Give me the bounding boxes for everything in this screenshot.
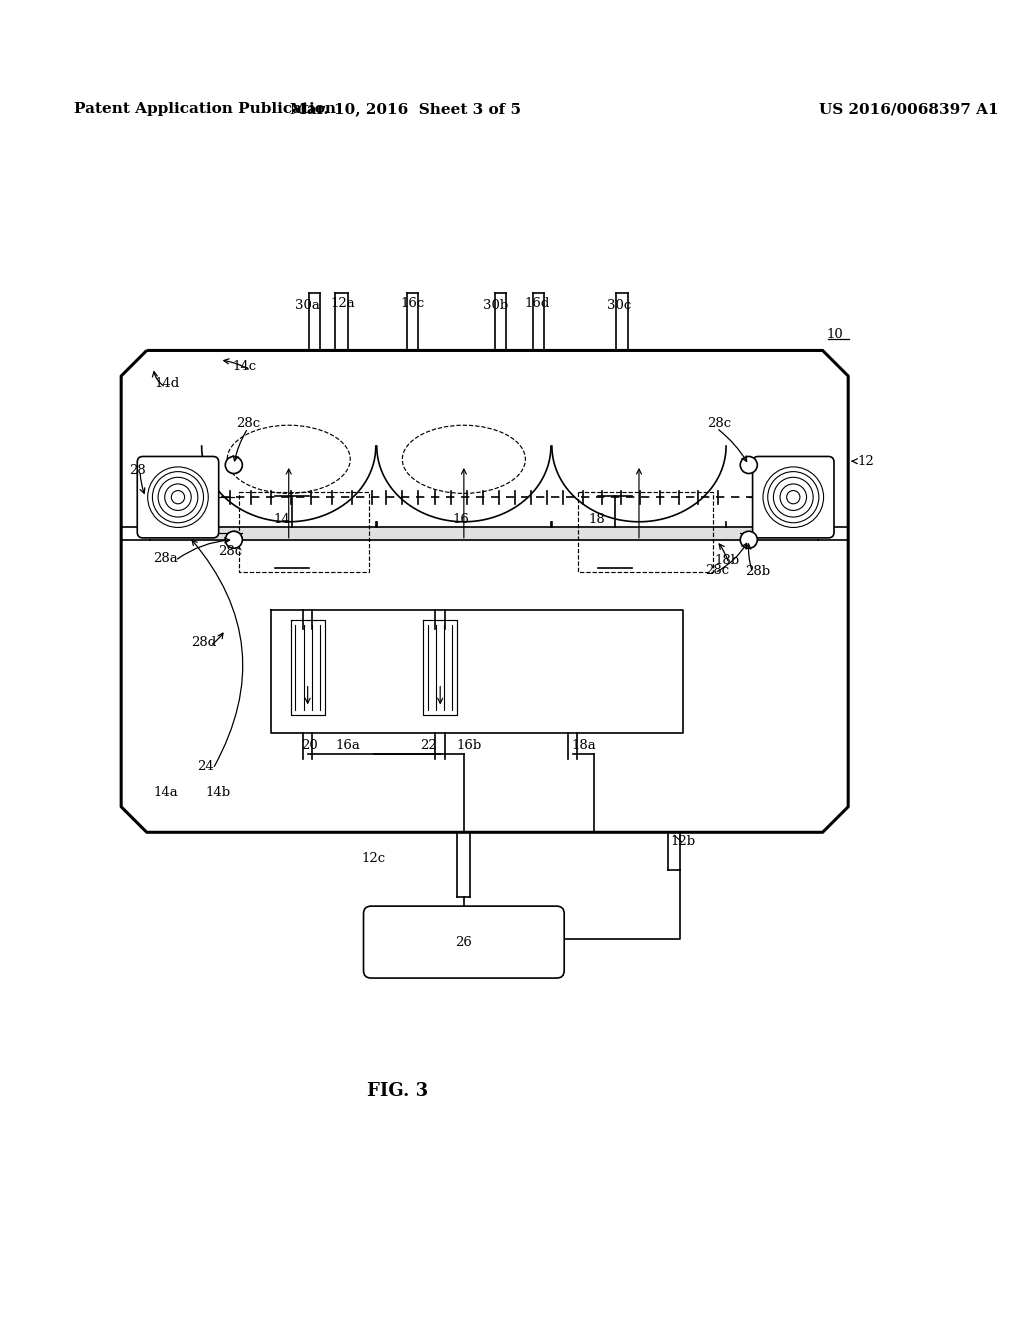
Text: 28c: 28c <box>708 417 731 430</box>
Text: 16c: 16c <box>400 297 425 310</box>
Text: 18a: 18a <box>571 739 596 751</box>
Text: 16b: 16b <box>457 739 482 751</box>
Text: 14b: 14b <box>205 785 230 799</box>
Circle shape <box>740 531 758 548</box>
FancyBboxPatch shape <box>137 457 219 537</box>
Text: 30a: 30a <box>295 298 321 312</box>
Text: 28: 28 <box>129 465 145 477</box>
FancyBboxPatch shape <box>364 906 564 978</box>
Circle shape <box>225 531 243 548</box>
Text: 16d: 16d <box>524 297 550 310</box>
Text: 28c: 28c <box>218 545 242 557</box>
Text: 12c: 12c <box>361 853 386 866</box>
Circle shape <box>740 457 758 474</box>
Text: 10: 10 <box>826 327 844 341</box>
Text: 20: 20 <box>301 739 317 751</box>
Text: 26: 26 <box>456 936 472 949</box>
Text: 28c: 28c <box>706 564 730 577</box>
Text: Mar. 10, 2016  Sheet 3 of 5: Mar. 10, 2016 Sheet 3 of 5 <box>290 102 520 116</box>
Text: US 2016/0068397 A1: US 2016/0068397 A1 <box>819 102 998 116</box>
Text: 28a: 28a <box>154 552 178 565</box>
FancyBboxPatch shape <box>753 457 834 537</box>
Text: 14d: 14d <box>155 378 179 391</box>
Text: 28d: 28d <box>190 636 216 649</box>
Text: 12b: 12b <box>671 836 696 849</box>
Text: 24: 24 <box>197 759 214 772</box>
Text: FIG. 3: FIG. 3 <box>367 1081 428 1100</box>
Text: 30c: 30c <box>607 298 631 312</box>
Text: 12a: 12a <box>331 297 355 310</box>
Text: 22: 22 <box>421 739 437 751</box>
Text: 18b: 18b <box>715 554 739 568</box>
Text: 30b: 30b <box>483 298 509 312</box>
Text: 28c: 28c <box>236 417 260 430</box>
Text: 14a: 14a <box>154 785 178 799</box>
Text: 14c: 14c <box>232 360 256 374</box>
Text: 16: 16 <box>453 513 469 527</box>
Text: 12: 12 <box>858 454 874 467</box>
Text: 18: 18 <box>588 513 605 527</box>
Text: 16a: 16a <box>335 739 359 751</box>
Text: 28b: 28b <box>744 565 770 578</box>
Text: 14: 14 <box>273 513 291 527</box>
Text: Patent Application Publication: Patent Application Publication <box>74 102 336 116</box>
Circle shape <box>225 457 243 474</box>
